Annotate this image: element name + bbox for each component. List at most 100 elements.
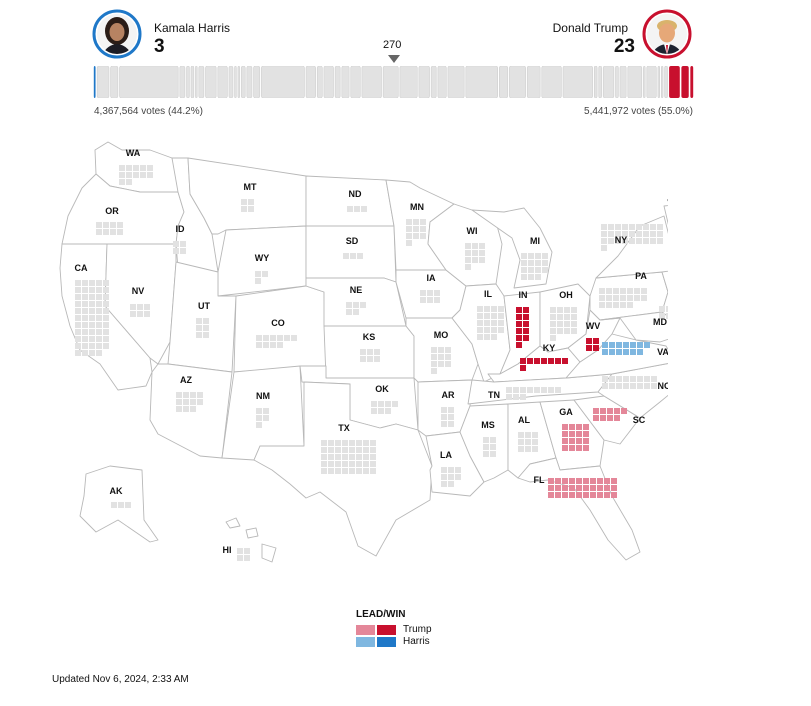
state-hi[interactable]	[237, 548, 250, 561]
ev-tile	[75, 287, 81, 293]
state-az[interactable]	[176, 392, 203, 412]
state-nd[interactable]	[347, 206, 367, 212]
ev-tile	[569, 424, 575, 430]
state-nc[interactable]	[602, 376, 657, 389]
state-va[interactable]	[602, 342, 650, 355]
ev-tile	[532, 446, 538, 452]
ev-tile	[607, 415, 613, 421]
state-al[interactable]	[518, 432, 538, 452]
state-ar[interactable]	[441, 407, 454, 427]
state-mo[interactable]	[431, 347, 451, 374]
state-tx[interactable]	[321, 440, 376, 474]
ev-tile	[479, 257, 485, 263]
bar-segment-oh	[399, 66, 418, 98]
state-co[interactable]	[256, 335, 297, 348]
ev-tile	[406, 240, 412, 246]
state-pa[interactable]	[599, 288, 647, 308]
ev-tile	[569, 485, 575, 491]
ev-tile	[374, 349, 380, 355]
state-ia[interactable]	[420, 290, 440, 303]
ev-tile	[363, 468, 369, 474]
ev-tile	[103, 336, 109, 342]
state-nm[interactable]	[256, 408, 269, 428]
bar-segment-ms	[430, 66, 437, 98]
ev-tile	[75, 301, 81, 307]
ev-tile	[600, 408, 606, 414]
bar-segment-ma	[602, 66, 615, 98]
state-id[interactable]	[173, 241, 186, 254]
state-wa[interactable]	[119, 165, 153, 185]
ev-tile	[576, 492, 582, 498]
ev-tile	[593, 345, 599, 351]
state-oh[interactable]	[550, 307, 577, 341]
state-ut[interactable]	[196, 318, 209, 338]
ev-tile	[448, 407, 454, 413]
ev-tile	[103, 343, 109, 349]
bar-segment-sd	[237, 66, 240, 98]
ev-tile	[354, 206, 360, 212]
state-mt[interactable]	[241, 199, 254, 212]
ev-tile	[586, 338, 592, 344]
state-ny[interactable]	[601, 224, 663, 251]
state-wy[interactable]	[255, 271, 268, 284]
state-ne[interactable]	[346, 302, 366, 315]
state-ca[interactable]	[75, 280, 109, 356]
ev-tile	[335, 461, 341, 467]
updated-timestamp: Updated Nov 6, 2024, 2:33 AM	[52, 674, 189, 685]
ev-tile	[611, 485, 617, 491]
ev-tile	[431, 368, 437, 374]
ev-tile	[523, 335, 529, 341]
state-ky[interactable]	[520, 358, 568, 371]
state-wv[interactable]	[586, 338, 599, 351]
state-md[interactable]	[659, 306, 668, 319]
ev-tile	[353, 309, 359, 315]
bar-segment-vt	[93, 66, 96, 98]
state-il[interactable]	[477, 306, 504, 340]
ev-tile	[103, 294, 109, 300]
ev-tile	[353, 302, 359, 308]
bar-segment-ar	[334, 66, 341, 98]
bar-segment-in	[669, 66, 680, 98]
ev-tile	[385, 408, 391, 414]
ev-tile	[96, 329, 102, 335]
state-mn[interactable]	[406, 219, 426, 246]
state-in[interactable]	[516, 307, 529, 348]
ev-tile	[445, 347, 451, 353]
ev-tile	[147, 172, 153, 178]
ev-tile	[183, 406, 189, 412]
ev-tile	[483, 451, 489, 457]
state-ms[interactable]	[483, 437, 496, 457]
state-mi[interactable]	[521, 253, 548, 280]
bar-segment-md	[646, 66, 657, 98]
state-tn[interactable]	[506, 387, 561, 400]
ev-tile	[583, 485, 589, 491]
ev-tile	[103, 301, 109, 307]
bar-segment-la	[341, 66, 350, 98]
ev-tile	[506, 387, 512, 393]
ev-tile	[562, 478, 568, 484]
state-or[interactable]	[96, 222, 123, 235]
ev-tile	[118, 502, 124, 508]
state-ga[interactable]	[562, 424, 589, 451]
state-tiles	[75, 165, 668, 561]
ev-tile	[601, 231, 607, 237]
state-ok[interactable]	[371, 401, 398, 414]
ev-tile	[356, 454, 362, 460]
state-sc[interactable]	[593, 408, 627, 421]
state-fl[interactable]	[548, 478, 617, 498]
state-sd[interactable]	[343, 253, 363, 259]
state-label-hi: HI	[223, 545, 232, 555]
state-wi[interactable]	[465, 243, 485, 270]
ev-tile	[521, 267, 527, 273]
ev-tile	[75, 308, 81, 314]
ev-tile	[413, 233, 419, 239]
ev-tile	[564, 321, 570, 327]
ev-tile	[96, 350, 102, 356]
state-ks[interactable]	[360, 349, 380, 362]
ev-tile	[643, 231, 649, 237]
state-la[interactable]	[441, 467, 461, 487]
state-ak[interactable]	[111, 502, 131, 508]
ev-tile	[548, 492, 554, 498]
state-nv[interactable]	[130, 304, 150, 317]
ev-tile	[420, 233, 426, 239]
